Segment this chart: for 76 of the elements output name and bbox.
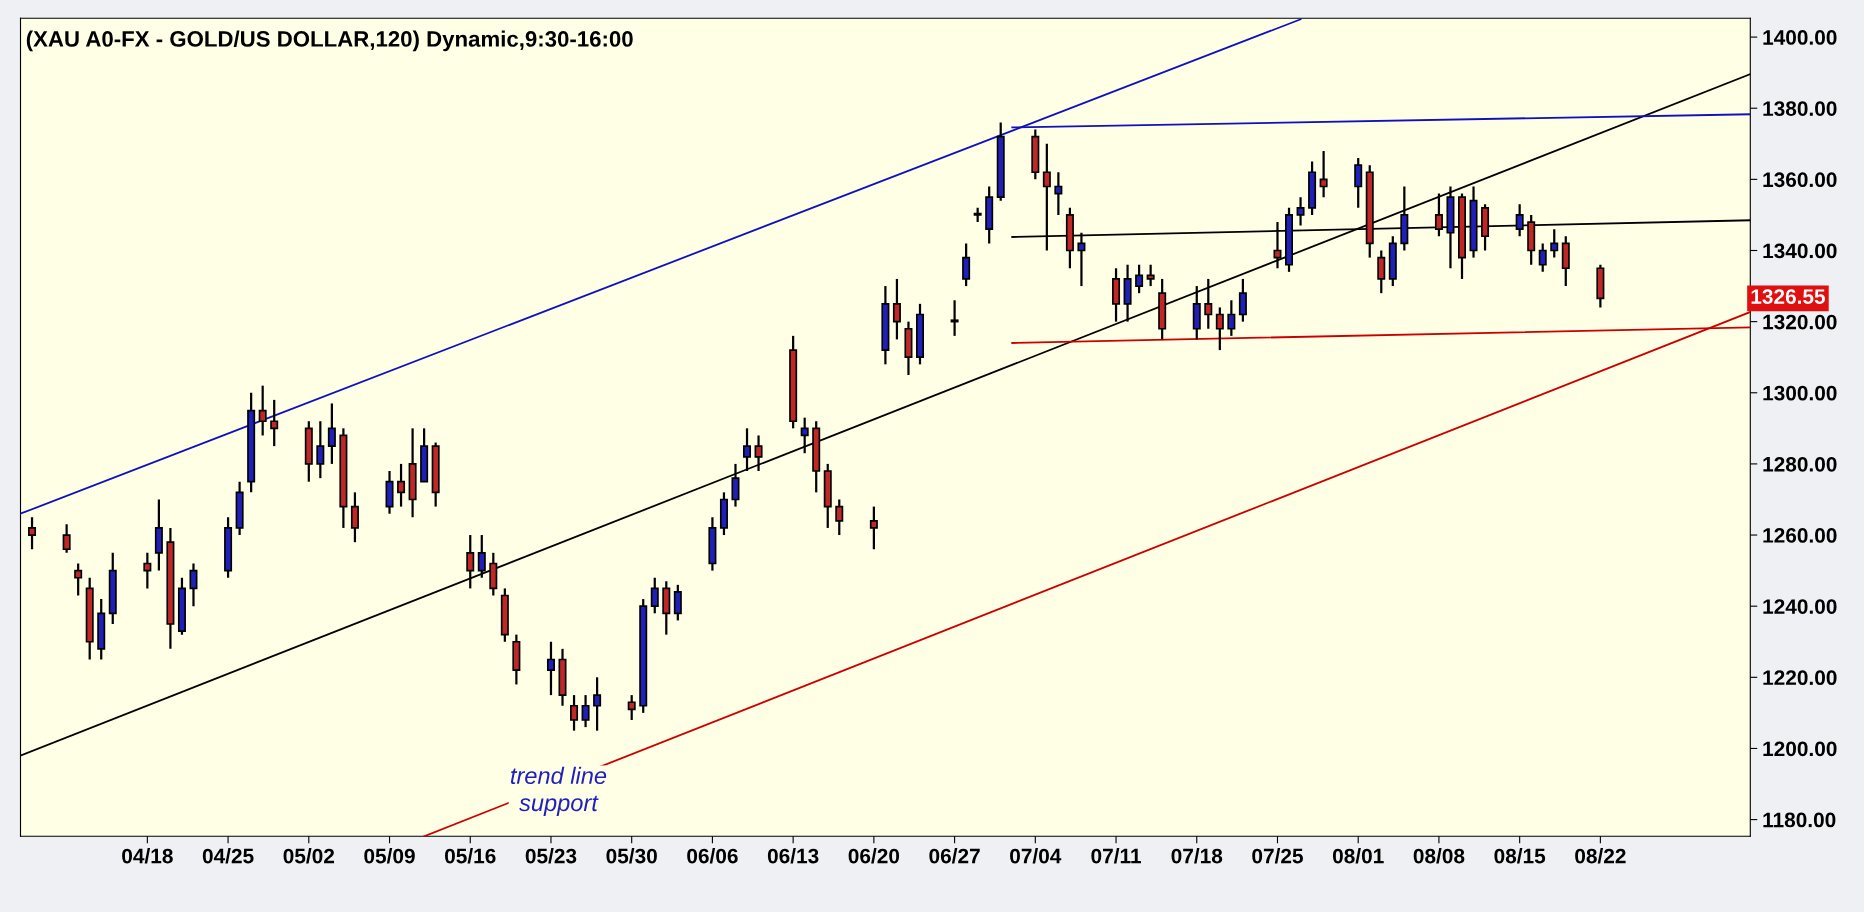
candlestick — [1054, 171, 1063, 217]
candlestick — [731, 462, 740, 508]
candlestick — [1227, 299, 1236, 337]
candlestick — [62, 523, 71, 554]
y-tick-label: 1260.00 — [1763, 528, 1837, 543]
x-tick-label: 07/11 — [1091, 848, 1141, 864]
candlestick — [627, 693, 636, 722]
candlestick — [1146, 263, 1155, 288]
candlestick — [1550, 228, 1559, 259]
candlestick — [143, 551, 152, 590]
candlestick — [892, 277, 901, 341]
y-tick-label: 1300.00 — [1763, 385, 1837, 401]
candlestick — [1296, 196, 1305, 227]
candlestick — [270, 398, 279, 448]
annotation: trend line support — [510, 766, 607, 816]
y-tick-label: 1280.00 — [1763, 456, 1837, 472]
candlestick — [477, 533, 486, 579]
candlestick — [869, 505, 878, 551]
y-tick-label: 1240.00 — [1763, 599, 1837, 614]
candlestick — [1135, 263, 1144, 295]
candlestick — [754, 434, 763, 473]
x-tick-label: 08/08 — [1413, 848, 1465, 864]
y-tick-label: 1200.00 — [1763, 741, 1837, 757]
x-tick-label: 07/18 — [1171, 848, 1223, 864]
x-tick-label: 08/15 — [1494, 848, 1546, 864]
candlestick — [189, 562, 198, 608]
candlestick — [1204, 277, 1213, 330]
candlestick — [258, 384, 267, 437]
candlestick — [74, 562, 83, 597]
candlestick — [800, 416, 809, 455]
candlestick — [1377, 249, 1386, 295]
candlestick — [743, 427, 752, 473]
candlestick — [950, 299, 959, 337]
candlestick — [546, 640, 555, 697]
candlestick — [466, 533, 475, 590]
x-tick-label: 05/30 — [606, 848, 657, 864]
text: (XAU A0-FX - GOLD/US DOLLAR,120) Dynamic,9:30-16:00 — [26, 30, 633, 52]
y-tick-label: 1340.00 — [1763, 243, 1837, 259]
candlestick — [1319, 149, 1328, 199]
x-tick-label: 06/27 — [929, 848, 980, 864]
x-tick-label: 08/22 — [1575, 848, 1626, 864]
candlestick — [1238, 277, 1247, 323]
x-tick-label: 05/09 — [364, 848, 415, 864]
y-tick-label: 1360.00 — [1763, 172, 1837, 188]
y-tick-label: 1380.00 — [1763, 101, 1837, 117]
x-tick-label: 06/13 — [767, 848, 819, 864]
y-tick-label: 1400.00 — [1763, 30, 1837, 45]
y-tick-label: 1320.00 — [1763, 314, 1837, 330]
candlestick — [570, 693, 579, 732]
x-tick-label: 05/16 — [445, 848, 496, 864]
x-tick-label: 06/06 — [687, 848, 738, 864]
candlestick — [1538, 242, 1547, 273]
x-tick-label: 04/18 — [122, 848, 173, 864]
y-tick-label: 1180.00 — [1763, 812, 1836, 828]
candlestick — [835, 498, 844, 537]
candlestick — [650, 576, 659, 615]
x-tick-label: 05/02 — [283, 848, 335, 864]
x-tick-label: 06/20 — [848, 848, 900, 864]
x-tick-label: 05/23 — [525, 848, 577, 864]
candlestick — [327, 402, 336, 466]
candlestick — [28, 516, 37, 551]
x-tick-label: 04/25 — [202, 848, 254, 864]
candlestick — [673, 583, 682, 622]
text: 1326.55 — [1751, 289, 1826, 304]
x-tick-label: 07/25 — [1252, 848, 1303, 864]
x-tick-label: 08/01 — [1332, 848, 1384, 864]
candlestick — [350, 491, 359, 544]
x-tick-label: 07/04 — [1010, 848, 1062, 864]
candlestick — [316, 420, 325, 480]
candlestick — [581, 693, 590, 729]
candlestick — [1354, 156, 1363, 209]
candlestick — [397, 462, 406, 508]
y-tick-label: 1220.00 — [1763, 670, 1837, 686]
candlestick — [593, 676, 602, 732]
candlestick — [962, 242, 971, 288]
candlestick — [1215, 306, 1224, 352]
